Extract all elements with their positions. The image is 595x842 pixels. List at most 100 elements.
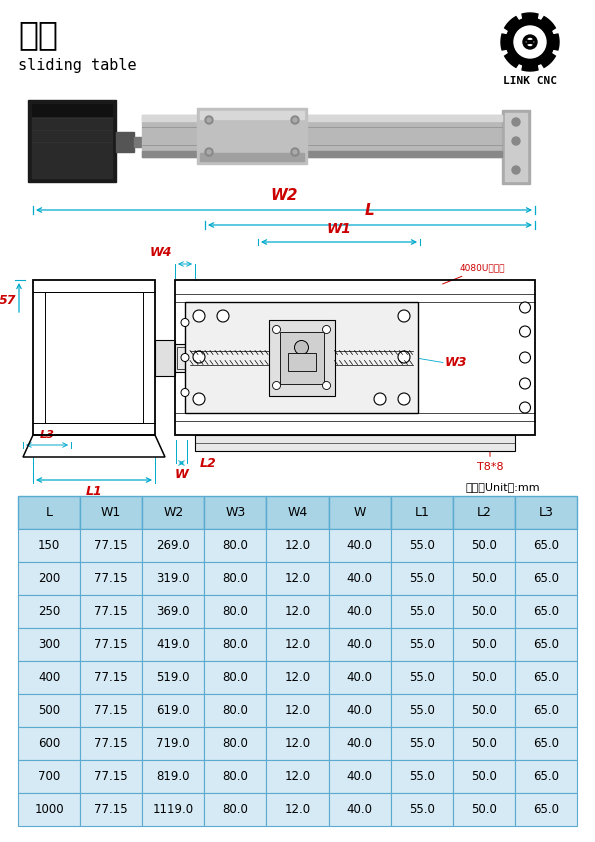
- Text: 40.0: 40.0: [347, 770, 372, 783]
- Bar: [142, 727, 204, 760]
- Polygon shape: [501, 13, 559, 71]
- Bar: [328, 628, 391, 661]
- Bar: [80, 727, 142, 760]
- Circle shape: [207, 118, 211, 122]
- Text: W2: W2: [163, 506, 183, 519]
- Text: 65.0: 65.0: [533, 704, 559, 717]
- Bar: [391, 760, 453, 793]
- Bar: [142, 793, 204, 826]
- Circle shape: [519, 326, 531, 337]
- Text: W1: W1: [101, 506, 121, 519]
- Text: 319.0: 319.0: [156, 572, 190, 585]
- Bar: [267, 562, 328, 595]
- Text: 57: 57: [0, 294, 16, 306]
- Text: 12.0: 12.0: [284, 737, 311, 750]
- Text: 12.0: 12.0: [284, 770, 311, 783]
- Bar: [328, 529, 391, 562]
- Bar: [204, 661, 267, 694]
- Text: 269.0: 269.0: [156, 539, 190, 552]
- Bar: [18, 793, 80, 826]
- Bar: [33, 280, 155, 435]
- Circle shape: [193, 310, 205, 322]
- Circle shape: [398, 393, 410, 405]
- Bar: [80, 496, 142, 529]
- Bar: [453, 595, 515, 628]
- Text: 65.0: 65.0: [533, 605, 559, 618]
- Text: 55.0: 55.0: [409, 572, 435, 585]
- Text: 80.0: 80.0: [223, 671, 248, 684]
- Text: 55.0: 55.0: [409, 671, 435, 684]
- Text: 400: 400: [38, 671, 60, 684]
- Text: 12.0: 12.0: [284, 572, 311, 585]
- Circle shape: [205, 116, 213, 124]
- Text: 77.15: 77.15: [95, 539, 128, 552]
- Bar: [502, 110, 530, 184]
- Text: W: W: [353, 506, 366, 519]
- Text: 12.0: 12.0: [284, 638, 311, 651]
- Text: 55.0: 55.0: [409, 539, 435, 552]
- Bar: [453, 760, 515, 793]
- Bar: [328, 727, 391, 760]
- Circle shape: [514, 26, 546, 58]
- Text: 55.0: 55.0: [409, 737, 435, 750]
- Bar: [200, 111, 304, 119]
- Text: 1000: 1000: [35, 803, 64, 816]
- Bar: [142, 628, 204, 661]
- Bar: [185, 302, 418, 413]
- Text: 77.15: 77.15: [95, 770, 128, 783]
- Bar: [267, 661, 328, 694]
- Bar: [515, 694, 577, 727]
- Text: 12.0: 12.0: [284, 539, 311, 552]
- Text: W1: W1: [327, 222, 352, 236]
- Text: 80.0: 80.0: [223, 638, 248, 651]
- Circle shape: [295, 356, 308, 370]
- Bar: [391, 727, 453, 760]
- Text: 77.15: 77.15: [95, 704, 128, 717]
- Bar: [515, 661, 577, 694]
- Circle shape: [398, 310, 410, 322]
- Bar: [175, 280, 535, 435]
- Circle shape: [291, 148, 299, 156]
- Bar: [204, 562, 267, 595]
- Bar: [515, 562, 577, 595]
- Bar: [204, 595, 267, 628]
- Bar: [267, 529, 328, 562]
- Bar: [328, 793, 391, 826]
- Text: L1: L1: [414, 506, 429, 519]
- Text: 40.0: 40.0: [347, 572, 372, 585]
- Text: 55.0: 55.0: [409, 803, 435, 816]
- Bar: [18, 628, 80, 661]
- Bar: [204, 496, 267, 529]
- Bar: [18, 595, 80, 628]
- Bar: [80, 595, 142, 628]
- Bar: [142, 562, 204, 595]
- Text: 40.0: 40.0: [347, 605, 372, 618]
- Text: 滑台: 滑台: [18, 18, 58, 51]
- Bar: [453, 496, 515, 529]
- Bar: [267, 694, 328, 727]
- Bar: [18, 760, 80, 793]
- Bar: [80, 628, 142, 661]
- Text: 40.0: 40.0: [347, 803, 372, 816]
- Text: 300: 300: [38, 638, 60, 651]
- Bar: [267, 793, 328, 826]
- Bar: [453, 562, 515, 595]
- Text: W4: W4: [149, 246, 172, 259]
- Bar: [142, 529, 204, 562]
- Circle shape: [374, 393, 386, 405]
- Bar: [328, 760, 391, 793]
- Text: sliding table: sliding table: [18, 58, 137, 73]
- Text: 369.0: 369.0: [156, 605, 190, 618]
- Bar: [453, 727, 515, 760]
- Text: 12.0: 12.0: [284, 605, 311, 618]
- Bar: [80, 793, 142, 826]
- Bar: [18, 496, 80, 529]
- Circle shape: [217, 310, 229, 322]
- Text: 55.0: 55.0: [409, 704, 435, 717]
- Text: 50.0: 50.0: [471, 638, 497, 651]
- Text: 419.0: 419.0: [156, 638, 190, 651]
- Bar: [18, 727, 80, 760]
- Text: 65.0: 65.0: [533, 803, 559, 816]
- Bar: [80, 562, 142, 595]
- Bar: [391, 793, 453, 826]
